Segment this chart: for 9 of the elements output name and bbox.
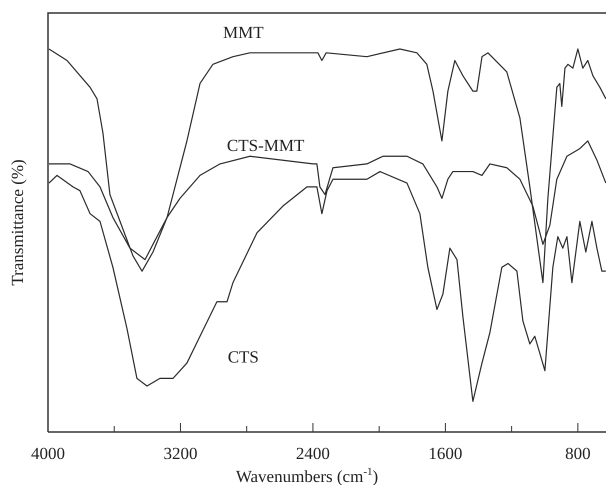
series-label: CTS-MMT bbox=[226, 136, 305, 155]
x-tick-label: 1600 bbox=[428, 444, 462, 463]
x-tick-label: 2400 bbox=[296, 444, 330, 463]
series-label: MMT bbox=[222, 22, 264, 42]
x-tick-label: 800 bbox=[565, 444, 591, 463]
x-tick-label: 4000 bbox=[31, 444, 65, 463]
x-tick-label: 3200 bbox=[163, 444, 198, 463]
series-label: CTS bbox=[228, 348, 259, 367]
y-axis-title: Transmittance (%) bbox=[8, 159, 27, 286]
